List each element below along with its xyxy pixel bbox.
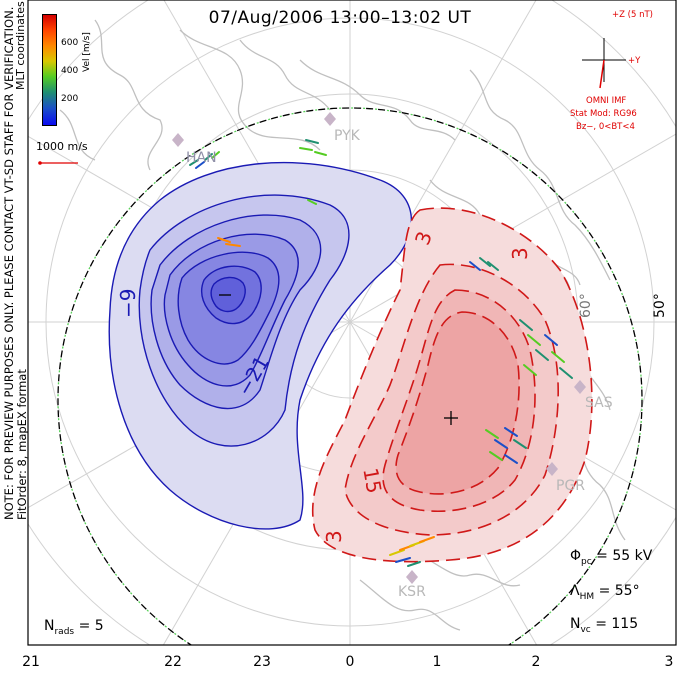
contour-label-pos-15: 15 <box>358 466 387 496</box>
mlt-tick-23: 23 <box>253 654 271 670</box>
pos-fill-4 <box>395 311 520 495</box>
radar-markers <box>172 112 586 584</box>
stat-n-vc: Nvc = 115 <box>570 616 638 635</box>
velocity-scale-label: 1000 m/s <box>36 140 88 153</box>
velocity-colorbar <box>42 14 57 126</box>
dusk-cell <box>108 161 412 530</box>
imf-y-label: +Y <box>628 56 641 66</box>
nvc-sub: vc <box>580 624 591 635</box>
mlt-tick-1: 1 <box>432 654 442 670</box>
lambda-value: = 55° <box>598 583 640 599</box>
phi-symbol: Φ <box>570 548 582 564</box>
imf-model: Stat Mod: RG96 <box>570 109 637 119</box>
extrema-markers <box>219 294 458 425</box>
stat-phi-pc: Φpc = 55 kV <box>570 548 652 567</box>
nvc-symbol: N <box>570 616 581 632</box>
lambda-sub: HM <box>579 591 595 602</box>
latitude-label-60: 60° <box>578 293 594 318</box>
radar-label-pgr: PGR <box>556 478 586 494</box>
latitude-label-50: 50° <box>652 293 668 318</box>
radar-label-sas: SAS <box>585 395 613 411</box>
mlt-tick-22: 22 <box>164 654 182 670</box>
mlt-tick-0: 0 <box>345 654 355 670</box>
nrads-value: = 5 <box>78 618 104 634</box>
velocity-vectors <box>189 139 573 567</box>
mlt-label: MLT coordinates <box>14 1 27 90</box>
radar-label-han: HAN <box>186 150 217 166</box>
colorbar-tick-400: 400 <box>61 66 79 76</box>
imf-clock <box>582 38 626 89</box>
radar-label-pyk: PYK <box>334 128 360 144</box>
nvc-value: = 115 <box>595 616 639 632</box>
phi-value: = 55 kV <box>596 548 653 564</box>
mlt-tick-2: 2 <box>531 654 541 670</box>
imf-z-label: +Z (5 nT) <box>612 10 653 20</box>
stat-n-rads: Nrads = 5 <box>44 618 104 637</box>
velocity-scale-bar <box>38 161 78 165</box>
colorbar-tick-200: 200 <box>61 94 79 104</box>
nrads-symbol: N <box>44 618 55 634</box>
mlt-tick-21: 21 <box>22 654 40 670</box>
contour-label-neg-9: −9 <box>116 288 140 318</box>
radar-label-ksr: KSR <box>398 584 426 600</box>
dawn-cell <box>311 207 593 563</box>
imf-condition: Bz−, 0<BT<4 <box>576 122 635 132</box>
lambda-symbol: Λ <box>570 583 580 599</box>
map-title: 07/Aug/2006 13:00–13:02 UT <box>208 8 472 28</box>
mlt-tick-3: 3 <box>664 654 674 670</box>
imf-info: +Z (5 nT) +Y OMNI IMF Stat Mod: RG96 Bz−… <box>560 10 672 140</box>
plot-frame <box>27 0 677 646</box>
boundary-green <box>57 107 643 645</box>
nrads-sub: rads <box>54 626 75 637</box>
colorbar-label: Vel [m/s] <box>82 32 92 72</box>
contour-label-pos-3b: 3 <box>508 247 532 260</box>
stat-lambda-hm: ΛHM = 55° <box>570 583 640 602</box>
imf-source: OMNI IMF <box>586 96 627 106</box>
contour-label-pos-3c: 3 <box>322 530 346 543</box>
colorbar-tick-600: 600 <box>61 38 79 48</box>
phi-sub: pc <box>581 556 592 567</box>
